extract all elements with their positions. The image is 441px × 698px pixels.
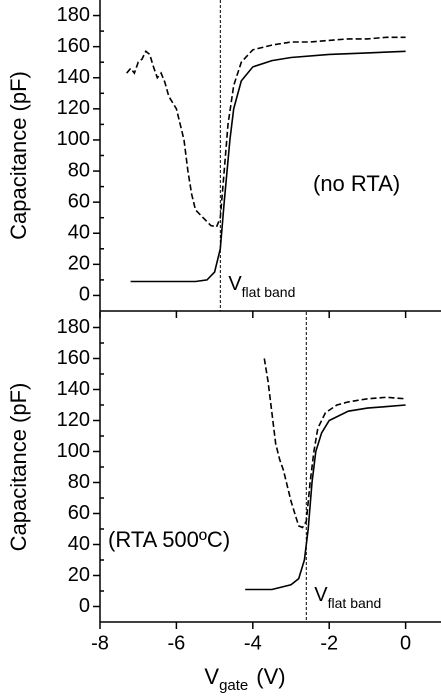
- y-tick-label: 180: [57, 316, 90, 338]
- y-tick-label: 120: [57, 409, 90, 431]
- flat-band-sub: flat band: [242, 284, 296, 300]
- x-label-main: V: [204, 664, 219, 689]
- curve: [263, 358, 406, 529]
- flat-band-v: V: [314, 584, 328, 606]
- y-tick-label: 80: [68, 471, 90, 493]
- y-tick-label: 100: [57, 128, 90, 150]
- x-tick-label: -2: [320, 632, 338, 654]
- y-tick-label: 120: [57, 97, 90, 119]
- y-tick-label: 40: [68, 533, 90, 555]
- y-tick-label: 80: [68, 159, 90, 181]
- y-tick-label: 0: [79, 595, 90, 617]
- x-tick-label: -4: [244, 632, 262, 654]
- y-tick-label: 100: [57, 440, 90, 462]
- y-tick-label: 160: [57, 347, 90, 369]
- x-label-sub: gate: [219, 677, 248, 694]
- curve: [245, 404, 406, 591]
- y-axis-label: Capacitance (pF): [6, 383, 31, 552]
- y-tick-label: 140: [57, 66, 90, 88]
- flat-band-label: Vflat band: [228, 273, 295, 299]
- y-tick-label: 60: [68, 190, 90, 212]
- flat-band-sub: flat band: [328, 595, 382, 611]
- x-label-unit: (V): [256, 664, 285, 689]
- y-tick-label: 0: [79, 284, 90, 306]
- x-tick-label: 0: [400, 632, 411, 654]
- y-tick-label: 180: [57, 4, 90, 26]
- annotation: (RTA 500ºC): [108, 527, 230, 552]
- y-axis-label: Capacitance (pF): [6, 71, 31, 240]
- x-tick-label: -6: [168, 632, 186, 654]
- y-tick-label: 140: [57, 378, 90, 400]
- y-tick-label: 60: [68, 502, 90, 524]
- curve: [130, 50, 406, 283]
- y-tick-label: 40: [68, 222, 90, 244]
- x-tick-label: -8: [91, 632, 109, 654]
- y-tick-label: 20: [68, 253, 90, 275]
- flat-band-v: V: [228, 273, 242, 295]
- annotation: (no RTA): [313, 171, 400, 196]
- y-tick-label: 160: [57, 35, 90, 57]
- flat-band-label: Vflat band: [314, 584, 381, 610]
- y-tick-label: 20: [68, 564, 90, 586]
- curve: [126, 36, 406, 228]
- x-axis-label: Vgate (V): [204, 664, 285, 694]
